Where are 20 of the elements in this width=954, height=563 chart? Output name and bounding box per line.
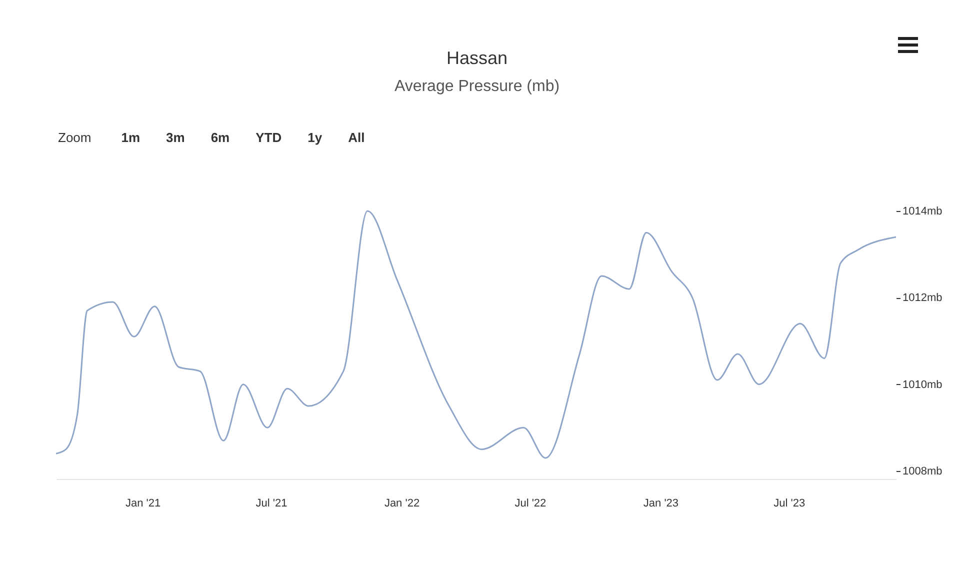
y-tick-label: 1012mb [902, 292, 942, 304]
chart-title: Hassan [445, 48, 509, 69]
y-tick-label: 1010mb [902, 378, 942, 391]
x-tick-label: Jan '21 [125, 498, 161, 510]
x-tick-label: Jan '23 [643, 498, 679, 510]
text: 3m [166, 130, 185, 145]
text: 6m [210, 130, 230, 145]
x-tick-label: Jul '22 [514, 498, 546, 510]
y-tick-label: 1014mb [902, 206, 942, 218]
text: Zoom [58, 130, 92, 145]
text: 1y [308, 130, 322, 145]
text: 1m [121, 130, 140, 145]
y-tick-label: 1008mb [902, 466, 942, 478]
x-tick-label: Jan '22 [384, 498, 420, 510]
chart-subtitle: Average Pressure (mb) [393, 78, 561, 96]
text: All [348, 130, 365, 145]
text: YTD [256, 130, 282, 145]
x-tick-label: Jul '21 [256, 498, 288, 510]
x-tick-label: Jul '23 [774, 498, 806, 510]
line-series [55, 210, 897, 459]
